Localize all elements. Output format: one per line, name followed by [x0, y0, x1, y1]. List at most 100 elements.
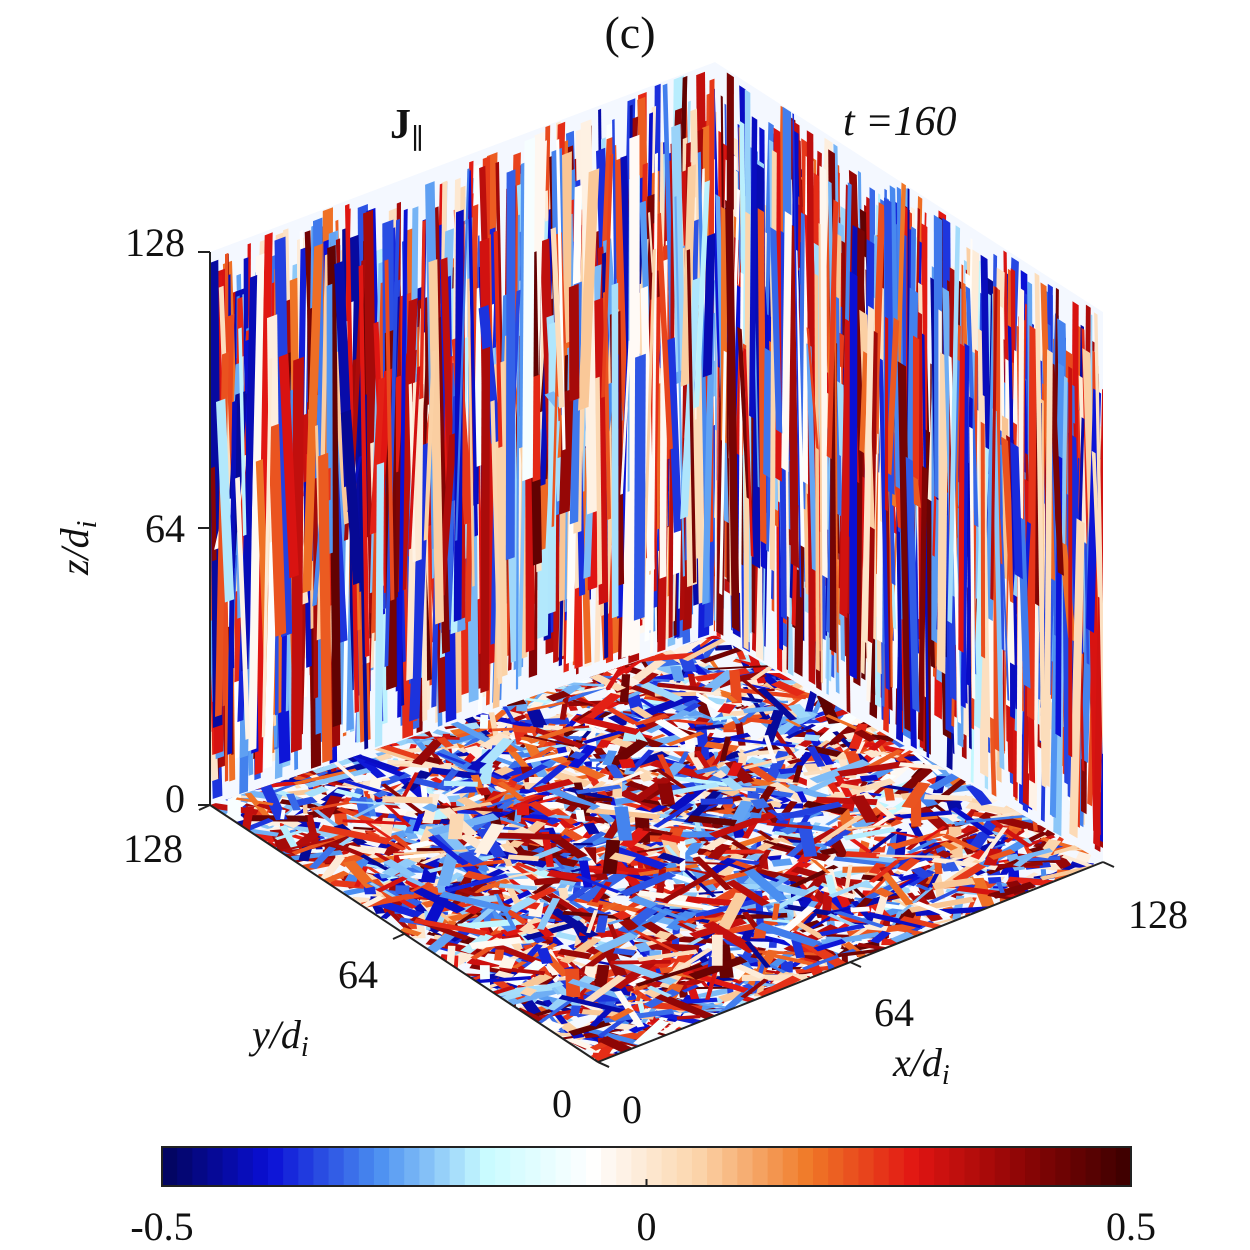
field-blob [700, 798, 733, 805]
colorbar-swatch [873, 1147, 890, 1186]
field-blob [679, 841, 686, 871]
field-streak [958, 343, 965, 653]
back-right-face [715, 62, 1103, 862]
colorbar-swatch [631, 1147, 648, 1186]
colorbar-swatch [162, 1147, 178, 1186]
field-streak [702, 232, 715, 378]
field-blob [858, 831, 872, 855]
field-streak [1034, 272, 1047, 789]
field-streak [515, 214, 520, 690]
field-blob [611, 958, 661, 990]
field-blob [516, 803, 530, 816]
colorbar-swatch [858, 1147, 875, 1186]
field-streak [806, 327, 819, 450]
colorbar-swatch [646, 1147, 663, 1186]
field-streak [936, 352, 949, 675]
field-streak [671, 123, 686, 373]
colorbar-swatch [752, 1147, 769, 1186]
colorbar-swatch [495, 1147, 511, 1186]
field-streak [980, 421, 986, 659]
field-streak [522, 137, 535, 482]
field-streak [595, 376, 603, 586]
colorbar-swatch [1040, 1147, 1056, 1186]
field-streak [235, 476, 251, 740]
colorbar-swatch [1055, 1147, 1072, 1186]
field-streak [532, 374, 541, 482]
field-streak [374, 462, 385, 748]
colorbar-swatch [373, 1147, 390, 1186]
colorbar-swatch [555, 1147, 572, 1186]
field-streak [210, 466, 217, 562]
field-label: J∥ [390, 102, 424, 155]
field-streak [318, 452, 333, 763]
colorbar-swatch [540, 1147, 557, 1186]
field-streak [423, 350, 436, 541]
field-streak [428, 259, 444, 625]
colorbar-swatch [525, 1147, 542, 1186]
field-streak [947, 225, 961, 624]
colorbar-swatch [585, 1147, 602, 1186]
field-streak [261, 358, 273, 738]
field-streak [467, 278, 475, 587]
field-streak [1084, 542, 1090, 665]
field-streak [884, 316, 889, 512]
field-blob [379, 902, 418, 937]
field-streak [655, 212, 673, 451]
field-streak [556, 139, 566, 451]
field-blob [556, 816, 576, 830]
field-streak [440, 257, 455, 472]
field-streak [859, 351, 869, 454]
y-tick-64: 64 [338, 952, 378, 997]
field-blob [573, 842, 593, 846]
field-streak [620, 340, 632, 495]
field-streak [1010, 442, 1023, 580]
field-streak [888, 452, 893, 688]
colorbar-swatch [313, 1147, 330, 1186]
colorbar-swatch [843, 1147, 860, 1186]
field-streak [1069, 518, 1085, 839]
field-blob [399, 927, 422, 937]
field-blob [712, 849, 747, 884]
field-streak [725, 199, 740, 632]
field-streak [268, 423, 287, 637]
colorbar-swatch [767, 1147, 784, 1186]
colorbar-swatch [994, 1147, 1011, 1186]
field-blob [711, 934, 723, 966]
x-tick-128: 128 [1128, 892, 1188, 937]
colorbar-swatch [298, 1147, 315, 1186]
colorbar-swatch [601, 1147, 617, 1186]
field-streak [455, 168, 470, 541]
colorbar-swatch [1025, 1147, 1041, 1186]
field-blob [795, 920, 825, 933]
colorbar-swatch [192, 1147, 209, 1186]
field-blob [1025, 835, 1056, 847]
z-tick-0: 0 [165, 776, 185, 821]
floor-face [210, 635, 1103, 1062]
field-streak [611, 282, 619, 619]
colorbar-swatch [1070, 1147, 1087, 1186]
field-streak [878, 357, 890, 691]
colorbar-swatch [222, 1147, 239, 1186]
field-streak [467, 170, 478, 537]
time-label: t =160 [843, 99, 957, 145]
field-streak [397, 208, 408, 718]
field-streak [686, 249, 697, 584]
field-streak [241, 274, 258, 672]
field-streak [633, 353, 646, 621]
colorbar-swatch [782, 1147, 799, 1186]
colorbar-tick-min: -0.5 [130, 1204, 193, 1249]
field-streak [650, 152, 658, 654]
field-streak [917, 465, 928, 742]
field-streak [763, 347, 773, 479]
colorbar-swatch [404, 1147, 420, 1186]
colorbar-swatch [828, 1147, 844, 1186]
field-streak [990, 286, 998, 601]
field-streak [505, 169, 516, 561]
colorbar-swatch [707, 1147, 723, 1186]
field-blob [513, 725, 537, 734]
field-streak [278, 353, 299, 579]
colorbar-swatch [979, 1147, 996, 1186]
field-streak [568, 283, 580, 402]
field-blob [905, 841, 919, 851]
